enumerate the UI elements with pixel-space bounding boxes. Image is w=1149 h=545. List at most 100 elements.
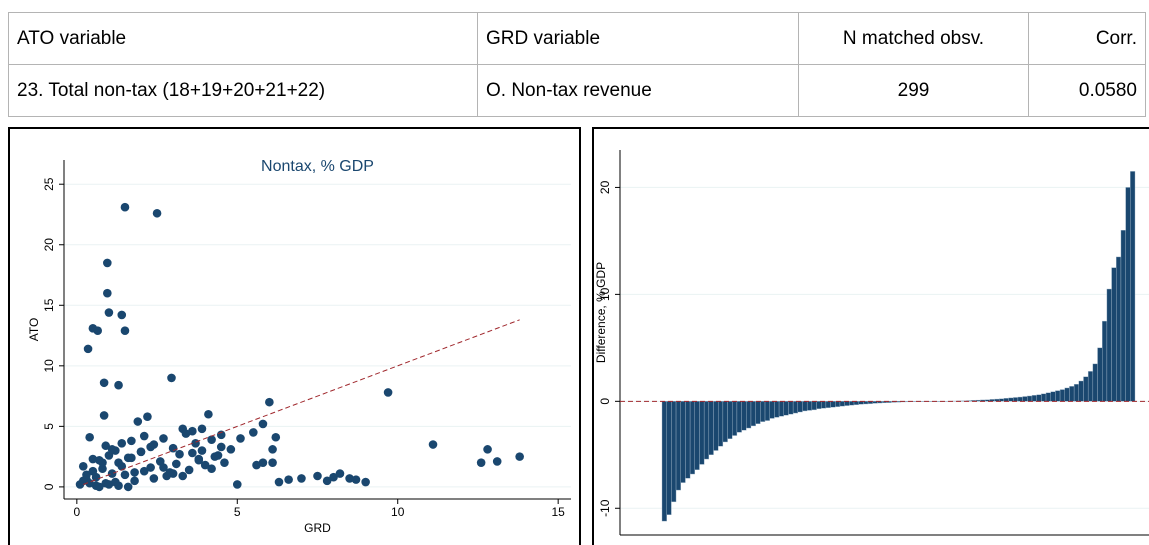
bar [1120, 230, 1126, 402]
point [476, 458, 486, 467]
y-tick-label: 20 [598, 180, 612, 194]
bar [1102, 320, 1108, 402]
point [120, 470, 130, 480]
bar [736, 401, 742, 433]
point [117, 439, 127, 448]
point [159, 434, 168, 443]
point [483, 445, 492, 454]
point [258, 419, 268, 429]
bar [825, 401, 831, 408]
bar [797, 401, 803, 413]
bar [1022, 396, 1028, 402]
point [167, 373, 176, 383]
point [322, 476, 332, 486]
scatter-chart: Nontax, % GDP 0 5 10 15 20 25 0 5 10 15 GRD ATO [8, 127, 581, 545]
x-tick-label: 15 [551, 505, 565, 519]
point [200, 460, 210, 470]
point [313, 471, 322, 481]
summary-table: ATO variable GRD variable N matched obsv… [8, 12, 1146, 117]
y-axis-label: Difference, % GDP [594, 262, 608, 363]
point [107, 445, 117, 454]
point [345, 474, 354, 483]
point [194, 455, 204, 465]
y-tick-label: 5 [42, 423, 56, 430]
point [123, 482, 133, 492]
x-tick-label: 5 [234, 505, 241, 519]
point [143, 412, 152, 421]
bar [713, 401, 719, 451]
bar [1083, 376, 1089, 402]
bar [1064, 387, 1070, 402]
bar [835, 401, 841, 407]
bar [1050, 391, 1056, 402]
point [117, 310, 127, 320]
x-tick-label: 0 [73, 505, 80, 519]
point [98, 458, 107, 467]
point [107, 469, 117, 478]
bar [760, 401, 766, 422]
point [127, 436, 136, 446]
panel-border [592, 127, 1149, 545]
point [184, 465, 194, 475]
point [117, 462, 127, 471]
bar [717, 401, 724, 447]
y-tick-label: 0 [42, 483, 56, 490]
bar [755, 401, 761, 424]
point [91, 472, 101, 482]
y-tick-label: 25 [42, 177, 56, 191]
point [78, 462, 88, 471]
bar [694, 401, 700, 470]
bar [1059, 389, 1065, 402]
bar [788, 401, 794, 415]
point [152, 208, 162, 218]
cell: 299 [798, 64, 1029, 117]
point [329, 472, 338, 482]
bar [661, 401, 667, 522]
point [139, 466, 149, 476]
header-cell: Corr. [1028, 12, 1146, 65]
point [258, 458, 268, 467]
point [265, 397, 274, 407]
point [104, 308, 114, 317]
bar [1017, 396, 1023, 402]
point [271, 432, 281, 442]
bar [1087, 371, 1094, 402]
bar [685, 401, 691, 479]
point [428, 440, 438, 449]
point [146, 442, 155, 452]
point [99, 378, 109, 388]
bar [802, 401, 808, 412]
cell: 23. Total non-tax (18+19+20+21+22) [8, 64, 478, 117]
point [236, 434, 245, 443]
bar [1013, 397, 1019, 402]
point [98, 464, 107, 474]
bar [1045, 392, 1051, 402]
point [361, 477, 370, 487]
point [120, 202, 130, 212]
point [103, 258, 112, 268]
bar [1078, 380, 1084, 402]
point [101, 441, 111, 451]
point [226, 445, 236, 454]
point [232, 480, 242, 489]
point [88, 454, 98, 464]
point [133, 417, 143, 426]
bar [1073, 384, 1080, 402]
header-cell: N matched obsv. [798, 12, 1029, 65]
bar [746, 401, 752, 429]
bar [1027, 395, 1033, 402]
point [85, 432, 94, 442]
y-tick-label: 0 [598, 398, 612, 405]
point [383, 388, 393, 397]
bar [783, 401, 789, 416]
bar [708, 401, 714, 455]
bar [666, 401, 672, 515]
point [216, 442, 226, 452]
bar [764, 401, 770, 421]
point [284, 475, 293, 484]
bar [680, 401, 686, 483]
bar [1092, 363, 1098, 402]
bar [849, 401, 855, 406]
point [136, 447, 146, 457]
